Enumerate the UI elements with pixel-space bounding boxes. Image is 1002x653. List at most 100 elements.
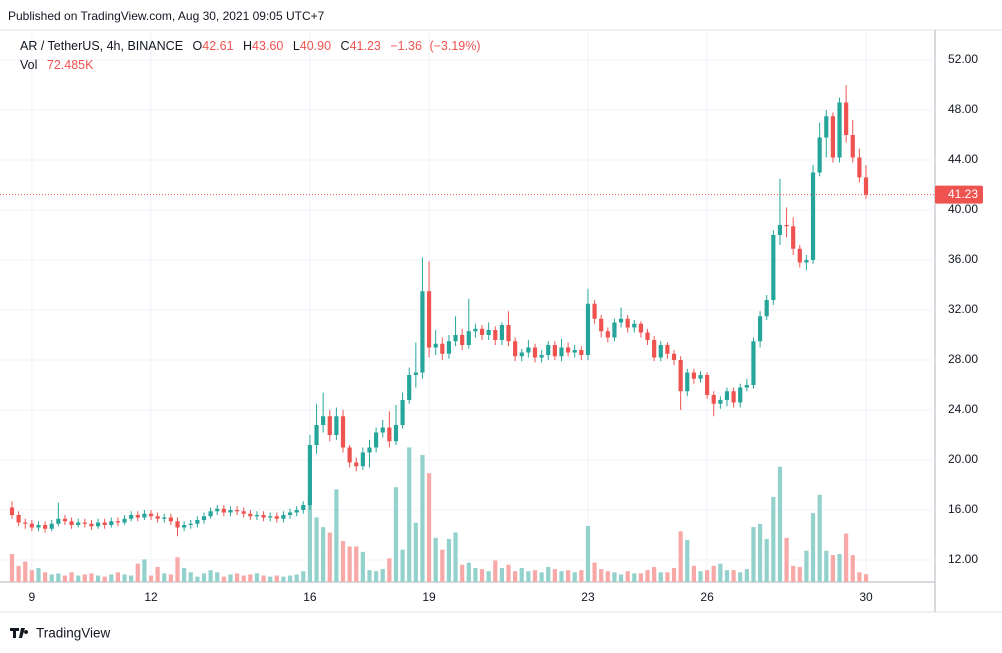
candle-body [791, 226, 796, 249]
volume-bar [142, 559, 147, 582]
volume-bar [175, 557, 180, 582]
volume-bar [691, 565, 696, 582]
candle-body [665, 345, 670, 354]
candle-body [29, 523, 34, 528]
candle-body [850, 135, 855, 158]
volume-bar [599, 569, 604, 582]
candle-body [863, 177, 869, 195]
volume-bar [248, 574, 253, 582]
volume-bar [347, 546, 352, 582]
volume-bar [314, 517, 319, 582]
volume-bar [446, 538, 452, 582]
volume-bar [426, 473, 432, 582]
volume-bar [16, 565, 21, 582]
volume-bar [254, 573, 260, 582]
candle-body [354, 462, 359, 467]
x-tick-label: 30 [859, 590, 873, 604]
volume-bar [804, 550, 809, 582]
volume-bar [565, 570, 571, 582]
volume-bar [685, 540, 690, 582]
candle-body [36, 525, 41, 528]
y-tick-label: 40.00 [948, 202, 978, 216]
y-tick-label: 16.00 [948, 502, 978, 516]
candle-body [56, 518, 61, 524]
candle-body [234, 510, 240, 512]
volume-bar [182, 568, 187, 582]
candle-body [195, 520, 200, 524]
volume-bar [738, 572, 743, 582]
candle-body [506, 325, 511, 342]
volume-bar [764, 538, 769, 582]
volume-bar [645, 570, 650, 582]
volume-key: Vol [20, 58, 37, 72]
candle-body [585, 303, 591, 355]
volume-bar [671, 568, 677, 582]
volume-bar [228, 574, 233, 582]
candle-body [413, 372, 418, 375]
candle-body [261, 515, 266, 518]
ohlc-value: 42.61 [202, 39, 233, 53]
volume-bar [29, 570, 34, 582]
candle-body [16, 515, 21, 523]
candle-body [9, 507, 15, 515]
volume-bar [9, 554, 15, 582]
volume-bar [486, 571, 491, 582]
candle-body [182, 525, 187, 528]
candle-body [248, 513, 253, 517]
candle-body [69, 521, 74, 525]
candle-body [473, 328, 478, 332]
volume-bar [334, 489, 339, 582]
volume-bar [618, 574, 624, 582]
candle-body [658, 345, 663, 358]
volume-bar [771, 496, 776, 582]
volume-bar [705, 570, 710, 582]
volume-bar [460, 564, 465, 582]
candle-body [592, 303, 597, 319]
candle-body [645, 332, 650, 340]
volume-bar [268, 576, 273, 582]
candle-body [810, 172, 816, 260]
y-tick-label: 44.00 [948, 152, 978, 166]
volume-bar [493, 560, 498, 582]
candle-body [148, 513, 154, 517]
volume-bar [195, 576, 200, 582]
y-tick-label: 52.00 [948, 52, 978, 66]
volume-bar [605, 571, 610, 582]
volume-bar [797, 566, 802, 582]
candle-body [777, 225, 783, 235]
volume-bar [698, 571, 703, 582]
volume-bar [234, 573, 240, 582]
volume-bar [23, 561, 28, 582]
volume-bar [148, 575, 154, 582]
volume-bar [56, 573, 61, 582]
y-tick-label: 48.00 [948, 102, 978, 116]
candle-body [215, 508, 220, 512]
volume-bar [69, 572, 74, 582]
candle-body [426, 291, 432, 348]
logo-mark [10, 628, 29, 638]
candle-body [102, 522, 107, 525]
volume-bar [294, 574, 299, 582]
candle-body [757, 316, 763, 342]
candle-body [519, 352, 524, 357]
candle-body [572, 350, 577, 353]
candle-body [307, 445, 313, 505]
brand-name: TradingView [36, 626, 111, 641]
volume-bar [241, 575, 246, 582]
volume-bar [327, 532, 332, 582]
overlay: 41.23 [0, 185, 983, 204]
candle-body [440, 343, 445, 354]
volume-bar [215, 572, 220, 582]
volume-bar [824, 550, 829, 582]
volume-bar [261, 575, 266, 582]
candle-body [49, 523, 54, 529]
volume-bar [208, 570, 213, 582]
volume-bar [632, 573, 637, 582]
ohlc-value: 43.60 [252, 39, 283, 53]
volume-bar [479, 569, 485, 582]
candle-body [764, 300, 769, 317]
candle-body [347, 447, 352, 463]
y-tick-label: 20.00 [948, 452, 978, 466]
last-price-label: 41.23 [948, 187, 978, 201]
brand-logo: TradingView [10, 626, 111, 641]
